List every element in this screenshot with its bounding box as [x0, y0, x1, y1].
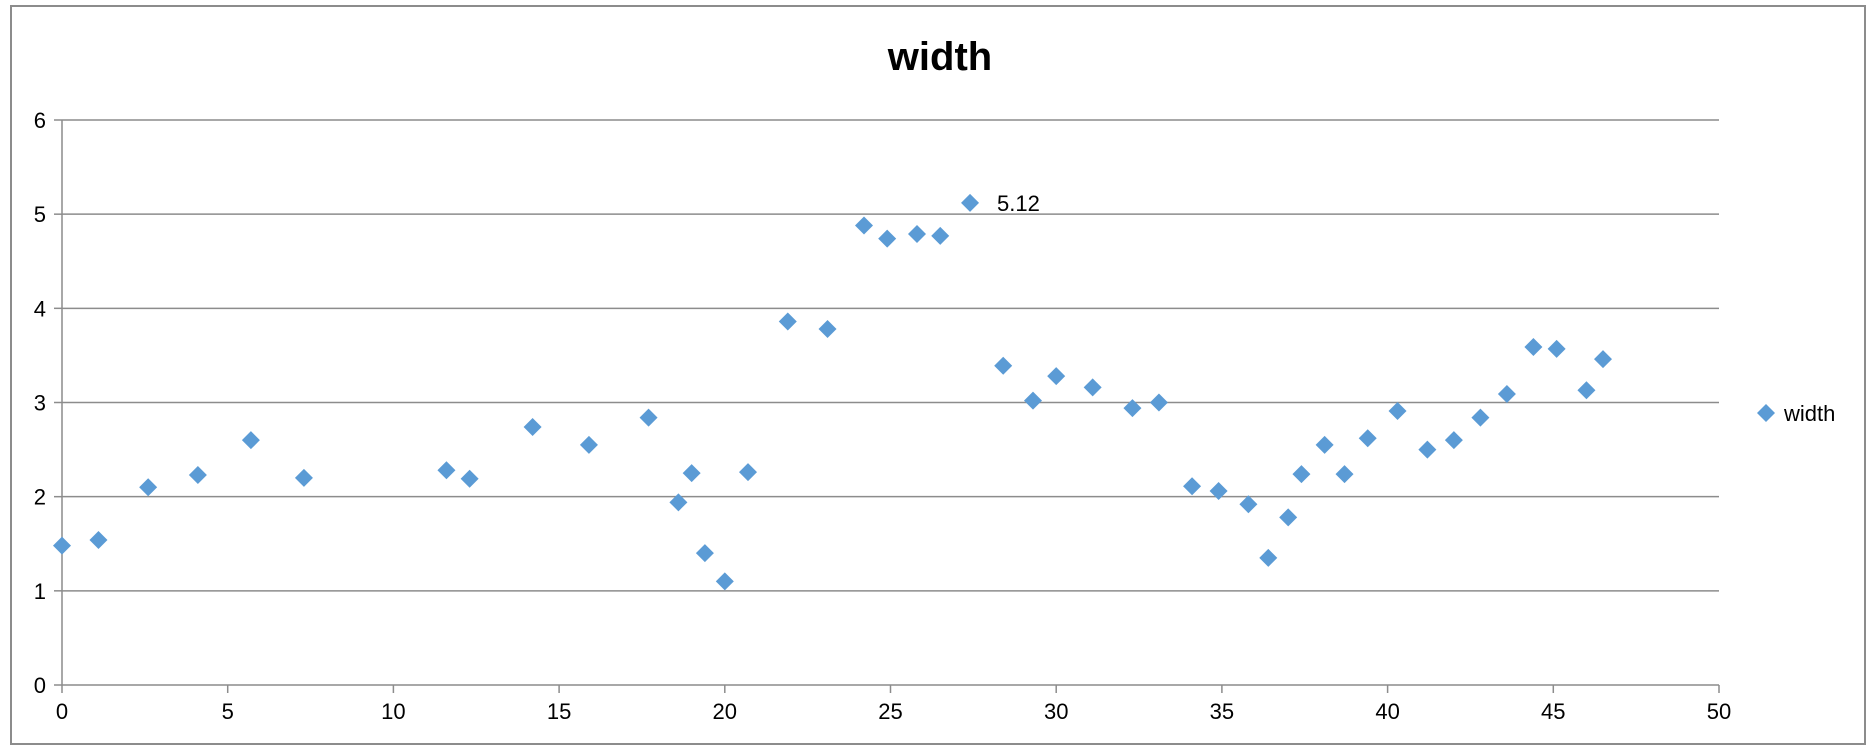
data-point — [437, 461, 456, 480]
data-point — [460, 469, 479, 488]
data-point — [53, 536, 71, 555]
x-tick-label: 5 — [222, 699, 234, 724]
x-tick-label: 20 — [713, 699, 737, 724]
legend-marker — [1757, 404, 1775, 422]
data-point — [1594, 350, 1613, 369]
data-point — [738, 463, 757, 482]
data-point — [878, 229, 897, 248]
data-point — [682, 464, 701, 483]
y-tick-label: 1 — [34, 579, 46, 604]
y-tick-label: 3 — [34, 391, 46, 416]
data-point — [1259, 548, 1278, 567]
data-point — [1358, 429, 1377, 448]
data-point — [1388, 401, 1407, 420]
data-point — [1292, 465, 1311, 484]
chart-title: width — [887, 35, 992, 79]
data-point — [139, 478, 158, 497]
data-point — [1123, 399, 1142, 418]
data-point — [1209, 482, 1228, 501]
x-tick-label: 45 — [1541, 699, 1565, 724]
data-points — [53, 193, 1613, 591]
data-labels: 5.12 — [997, 191, 1040, 216]
x-tick-label: 30 — [1044, 699, 1068, 724]
x-tick-label: 35 — [1210, 699, 1234, 724]
data-point — [1279, 508, 1298, 527]
data-point — [523, 417, 542, 436]
data-point — [854, 216, 873, 235]
data-point — [715, 572, 734, 591]
x-tick-label: 15 — [547, 699, 571, 724]
data-point — [695, 544, 714, 563]
x-tick-label: 40 — [1375, 699, 1399, 724]
data-point — [1444, 431, 1463, 450]
data-point — [1471, 408, 1490, 427]
y-tick-label: 2 — [34, 485, 46, 510]
legend: width — [1757, 401, 1835, 426]
data-point — [1497, 385, 1516, 404]
data-point — [1047, 367, 1066, 386]
chart-frame — [10, 5, 1866, 745]
x-tick-label: 25 — [878, 699, 902, 724]
data-point — [1524, 337, 1543, 356]
data-point — [639, 408, 658, 427]
data-point — [89, 530, 108, 549]
data-point — [294, 468, 313, 487]
data-point — [994, 356, 1013, 375]
data-point — [961, 193, 980, 212]
data-point — [579, 435, 598, 454]
y-tick-label: 5 — [34, 202, 46, 227]
data-point — [241, 431, 260, 450]
data-point — [669, 493, 688, 512]
data-point — [1418, 440, 1437, 459]
data-point — [778, 312, 797, 331]
data-point — [1083, 378, 1102, 397]
data-point — [908, 224, 927, 243]
data-point — [1024, 391, 1043, 410]
x-axis-ticks: 0 5 10 15 20 25 30 35 40 45 50 — [56, 685, 1731, 724]
y-tick-label: 4 — [34, 296, 46, 321]
data-point — [1239, 495, 1258, 514]
data-point — [818, 320, 837, 339]
gridlines — [62, 119, 1719, 592]
data-point — [1577, 381, 1596, 400]
data-point — [1335, 465, 1354, 484]
data-point — [1547, 339, 1566, 358]
data-point — [931, 226, 950, 245]
y-tick-label: 0 — [34, 673, 46, 698]
data-point — [1149, 393, 1168, 412]
x-tick-label: 50 — [1707, 699, 1731, 724]
x-tick-label: 0 — [56, 699, 68, 724]
legend-label: width — [1783, 401, 1835, 426]
y-tick-label: 6 — [34, 108, 46, 133]
data-label: 5.12 — [997, 191, 1040, 216]
data-point — [1315, 435, 1334, 454]
x-tick-label: 10 — [381, 699, 405, 724]
data-point — [188, 466, 207, 485]
data-point — [1183, 477, 1202, 496]
y-axis-ticks: 0 1 2 3 4 5 6 — [34, 108, 62, 698]
